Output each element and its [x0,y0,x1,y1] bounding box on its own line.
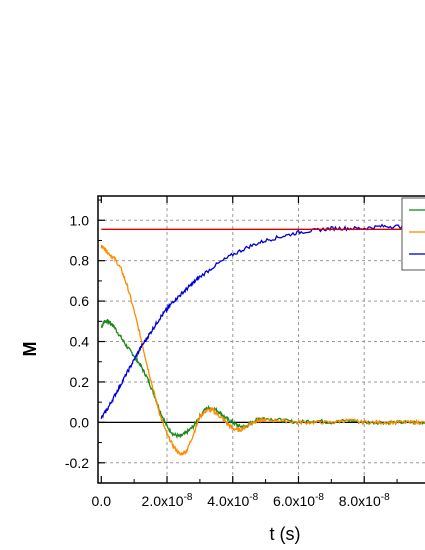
y-tick-label: -0.2 [65,455,89,471]
y-tick-label: 0.2 [70,374,90,390]
x-tick-label: 8.0x10-8 [339,492,390,509]
x-axis-title: t (s) [270,524,301,544]
series-line-2 [100,244,425,457]
ticks: 0.02.0x10-84.0x10-86.0x10-88.0x10-81.-0.… [65,196,425,509]
series-line-3 [100,223,425,420]
legend [401,197,425,271]
y-tick-label: 0.0 [70,414,90,430]
plot-frame [97,195,425,484]
y-tick-label: 0.8 [70,253,90,269]
x-tick-label: 2.0x10-8 [142,492,193,509]
y-axis-title: M [20,342,40,357]
legend-box [401,197,425,271]
y-tick-label: 0.6 [70,293,90,309]
x-tick-label: 4.0x10-8 [207,492,258,509]
y-tick-label: 0.4 [70,334,90,350]
series-layer [98,223,425,457]
y-tick-label: 1.0 [70,212,90,228]
x-tick-label: 0.0 [92,493,112,509]
x-tick-label: 6.0x10-8 [273,492,324,509]
